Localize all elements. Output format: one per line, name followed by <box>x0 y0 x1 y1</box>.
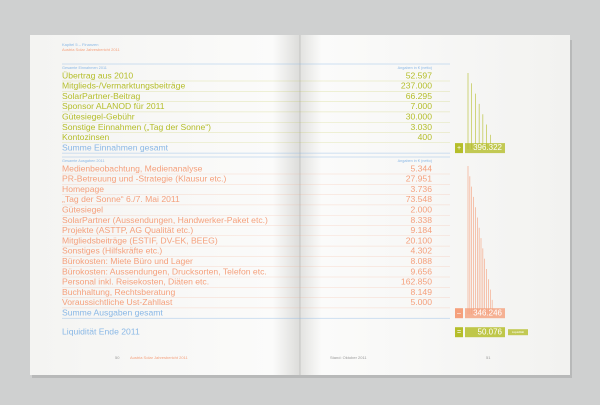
row-label: Sonstiges (Hilfskräfte etc.) <box>62 246 162 256</box>
result-box <box>455 327 463 338</box>
row-value: 52.597 <box>406 70 433 80</box>
row-value: 7.000 <box>410 101 432 111</box>
row-label: Personal inkl. Reisekosten, Diäten etc. <box>62 277 209 287</box>
page-number: 51 <box>486 355 491 360</box>
row-value: 3.030 <box>410 122 432 132</box>
total-sign: + <box>457 145 461 152</box>
row-value: 4.302 <box>410 246 432 256</box>
row-label: PR-Betreuung und -Strategie (Klausur etc… <box>62 174 226 184</box>
row-label: Übertrag aus 2010 <box>62 70 133 80</box>
row-value: 9.184 <box>410 225 432 235</box>
row-label: Sonstige Einnahmen („Tag der Sonne“) <box>62 122 211 132</box>
page-number: 50 <box>115 355 120 360</box>
row-label: Projekte (ASTTP, AG Qualität etc.) <box>62 225 193 235</box>
footer-text: Austria Solar Jahresbericht 2011 <box>130 355 189 360</box>
row-value: 3.736 <box>410 184 432 194</box>
row-value: 5.000 <box>410 297 432 307</box>
row-label: Buchhaltung, Rechtsberatung <box>62 287 175 297</box>
total-box <box>465 308 505 319</box>
total-box <box>455 308 463 319</box>
row-value: 8.149 <box>410 287 432 297</box>
row-value: 30.000 <box>406 111 433 121</box>
section-heading: Gesamte Einnahmen 2011 <box>62 66 107 70</box>
row-label: Mitglieds-/Vermarktungsbeiträge <box>62 81 185 91</box>
section-unit: Angaben in € (netto) <box>398 159 433 163</box>
chapter: Kapitel 5 – Finanzen <box>62 42 98 47</box>
row-label: Sponsor ALANOD für 2011 <box>62 101 165 111</box>
row-value: 400 <box>418 132 433 142</box>
row-value: 162.850 <box>401 277 432 287</box>
total-box <box>465 143 505 154</box>
subtitle: Austria Solar Jahresbericht 2011 <box>62 47 121 52</box>
row-label: Medienbeobachtung, Medienanalyse <box>62 163 203 173</box>
row-label: Voraussichtliche Ust-Zahllast <box>62 297 173 307</box>
row-value: 8.338 <box>410 215 432 225</box>
result-box <box>465 327 505 338</box>
row-label: Gütesiegel <box>62 204 103 214</box>
section-heading: Gesamte Ausgaben 2011 <box>62 159 105 163</box>
row-value: 20.100 <box>406 235 433 245</box>
result-tag <box>508 329 528 336</box>
row-label: SolarPartner (Aussendungen, Handwerker-P… <box>62 215 268 225</box>
total-value: 346.246 <box>473 308 502 317</box>
total-value: 396.322 <box>473 143 502 152</box>
footer-text: Stand: Oktober 2011 <box>330 355 367 360</box>
total-label: Summe Einnahmen gesamt <box>62 142 169 152</box>
result-sign: = <box>457 329 461 336</box>
row-value: 237.000 <box>401 81 432 91</box>
row-value: 73.548 <box>406 194 433 204</box>
total-box <box>455 143 463 154</box>
row-label: Bürokosten: Miete Büro und Lager <box>62 256 193 266</box>
row-value: 5.344 <box>410 163 432 173</box>
row-label: Mitgliedsbeiträge (ESTIF, DV-EK, BEEG) <box>62 235 218 245</box>
row-value: 2.000 <box>410 204 432 214</box>
row-value: 66.295 <box>406 91 433 101</box>
result-label: Liquidität Ende 2011 <box>62 326 140 336</box>
result-value: 50.076 <box>478 327 503 336</box>
row-value: 8.088 <box>410 256 432 266</box>
row-label: SolarPartner-Beitrag <box>62 91 141 101</box>
row-label: Kontozinsen <box>62 132 110 142</box>
row-value: 9.656 <box>410 266 432 276</box>
result-tag-text: Liquidität <box>512 330 524 334</box>
row-label: „Tag der Sonne“ 6./7. Mai 2011 <box>62 194 180 204</box>
row-label: Gütesiegel-Gebühr <box>62 111 135 121</box>
total-label: Summe Ausgaben gesamt <box>62 307 163 317</box>
total-sign: – <box>457 310 461 317</box>
section-unit: Angaben in € (netto) <box>398 66 433 70</box>
row-label: Homepage <box>62 184 104 194</box>
row-value: 27.951 <box>406 174 433 184</box>
row-label: Bürokosten: Aussendungen, Drucksorten, T… <box>62 266 267 276</box>
